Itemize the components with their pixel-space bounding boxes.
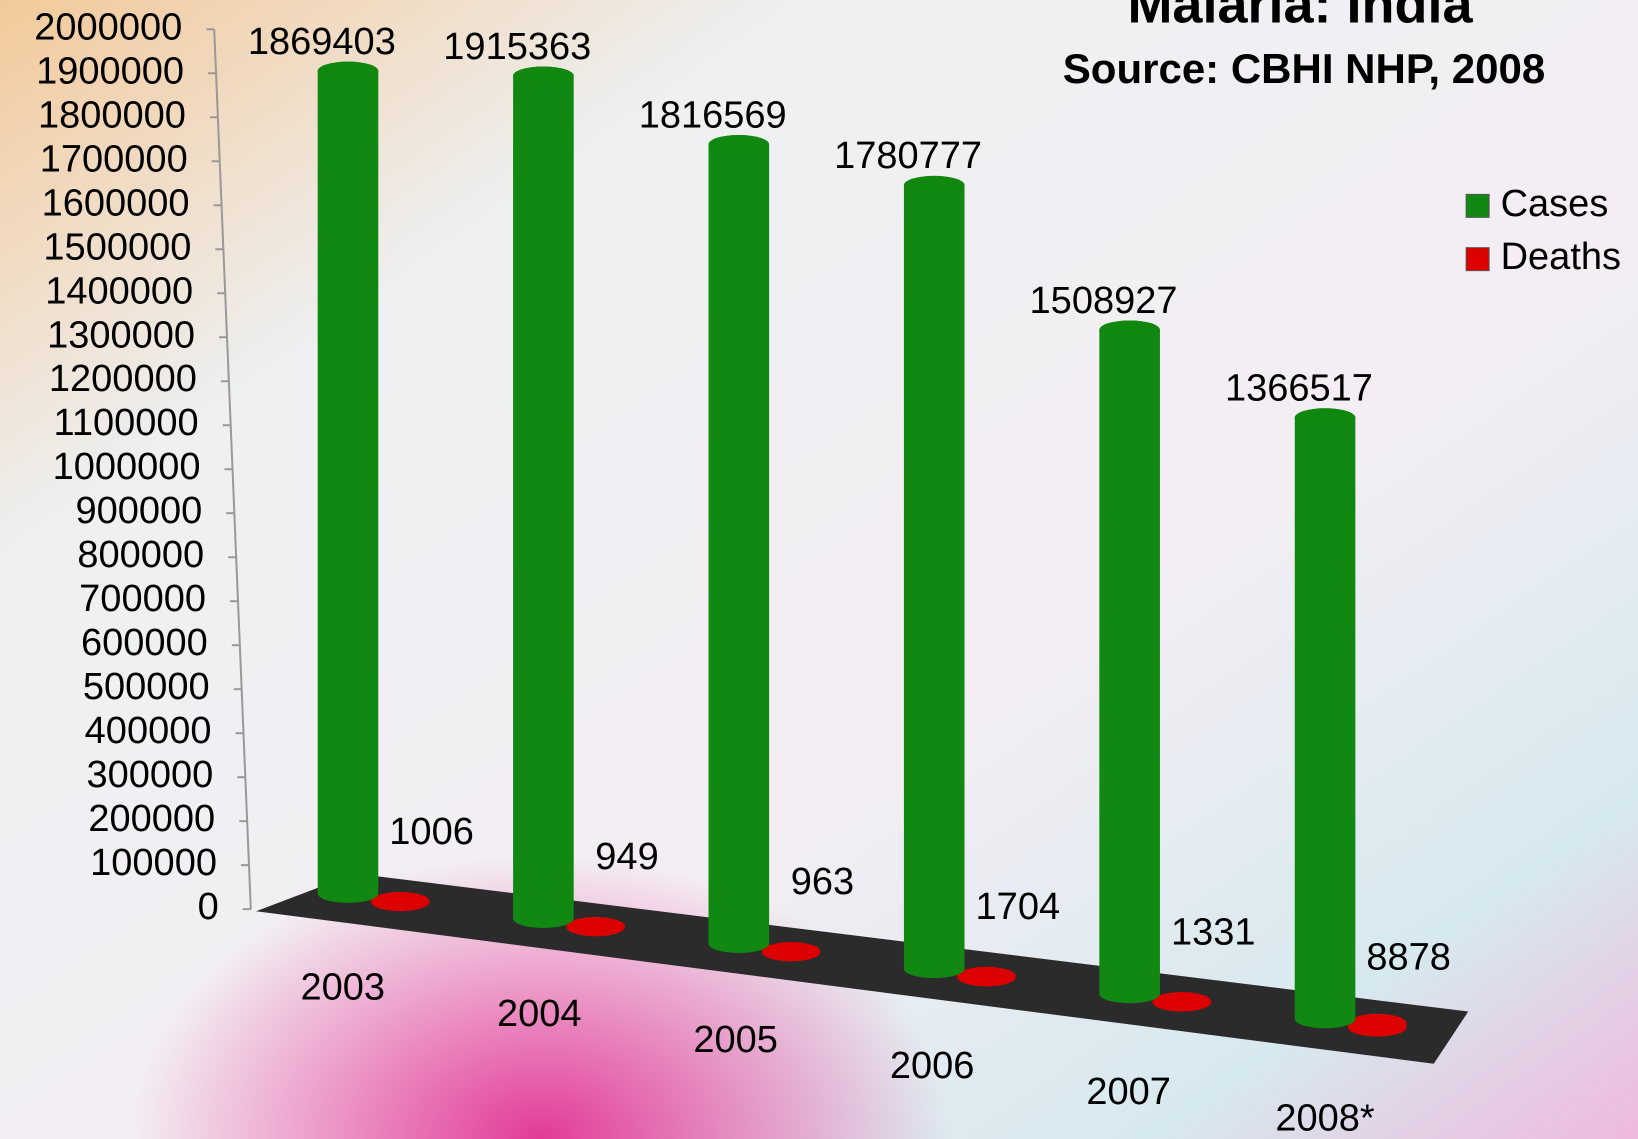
page: {"chart_data": {"type": "bar3d", "title"… bbox=[0, 0, 1638, 1139]
y-tick-label: 1300000 bbox=[47, 314, 195, 356]
y-tick-label: 300000 bbox=[87, 754, 214, 796]
cylinder-top bbox=[371, 892, 430, 911]
cylinder-top bbox=[1295, 408, 1356, 427]
x-tick-label: 2004 bbox=[497, 993, 582, 1035]
x-tick-label: 2007 bbox=[1086, 1071, 1171, 1113]
y-tick-label: 600000 bbox=[81, 622, 208, 664]
value-label: 1780777 bbox=[834, 135, 982, 177]
x-tick-label: 2003 bbox=[300, 967, 385, 1009]
y-tick-label: 800000 bbox=[77, 534, 204, 576]
y-tick-label: 1900000 bbox=[36, 50, 184, 92]
y-tick-label: 1700000 bbox=[40, 138, 188, 180]
cylinder bbox=[1295, 408, 1356, 1028]
cylinder-top bbox=[957, 967, 1016, 986]
legend-swatch bbox=[1466, 248, 1489, 271]
cylinder bbox=[1099, 321, 1160, 1004]
chart-subtitle: Source: CBHI NHP, 2008 bbox=[1063, 45, 1545, 92]
cylinder-top bbox=[566, 917, 625, 936]
cylinder bbox=[709, 135, 770, 953]
y-tick-label: 500000 bbox=[83, 666, 210, 708]
y-tick-label: 900000 bbox=[76, 490, 203, 532]
legend-label: Deaths bbox=[1501, 236, 1621, 278]
cylinder bbox=[318, 62, 379, 903]
y-tick-label: 1000000 bbox=[53, 446, 201, 488]
y-tick-label: 0 bbox=[198, 886, 219, 928]
value-label: 949 bbox=[595, 836, 658, 878]
value-label: 1006 bbox=[389, 811, 474, 853]
cylinder-top bbox=[1099, 321, 1160, 340]
value-label: 1704 bbox=[976, 886, 1061, 928]
chart: Malaria: India Source: CBHI NHP, 2008 01… bbox=[0, 0, 1638, 1139]
y-tick-label: 700000 bbox=[79, 578, 206, 620]
y-tick-label: 2000000 bbox=[34, 6, 182, 48]
x-tick-label: 2008* bbox=[1275, 1097, 1375, 1139]
value-label: 1331 bbox=[1171, 911, 1256, 953]
x-tick-label: 2006 bbox=[890, 1045, 975, 1087]
cylinder-top bbox=[762, 942, 821, 961]
cylinder-top bbox=[1348, 1014, 1407, 1033]
cylinder bbox=[904, 176, 965, 978]
y-tick-label: 100000 bbox=[90, 842, 217, 884]
chart-title: Malaria: India bbox=[1127, 0, 1473, 34]
y-tick-label: 1600000 bbox=[42, 182, 190, 224]
y-tick-label: 1100000 bbox=[54, 402, 199, 444]
value-label: 1816569 bbox=[639, 94, 787, 136]
value-label: 8878 bbox=[1366, 936, 1451, 978]
cylinder bbox=[513, 66, 574, 927]
y-tick-label: 1200000 bbox=[49, 358, 197, 400]
cylinder-top bbox=[318, 62, 379, 81]
y-tick-label: 1800000 bbox=[38, 94, 186, 136]
cylinder-top bbox=[709, 135, 770, 154]
cylinder-top bbox=[904, 176, 965, 195]
value-label: 1869403 bbox=[248, 21, 396, 63]
value-label: 963 bbox=[791, 861, 854, 903]
cylinder-top bbox=[1153, 992, 1212, 1011]
y-tick-label: 200000 bbox=[88, 798, 215, 840]
cylinder-top bbox=[513, 66, 574, 85]
y-tick-label: 1400000 bbox=[45, 270, 193, 312]
value-label: 1508927 bbox=[1030, 280, 1178, 322]
value-label: 1366517 bbox=[1225, 368, 1373, 410]
legend-swatch bbox=[1466, 194, 1489, 217]
y-tick-label: 1500000 bbox=[43, 226, 191, 268]
y-tick-label: 400000 bbox=[85, 710, 212, 752]
legend-label: Cases bbox=[1501, 183, 1609, 225]
x-tick-label: 2005 bbox=[693, 1019, 778, 1061]
value-label: 1915363 bbox=[443, 26, 591, 68]
